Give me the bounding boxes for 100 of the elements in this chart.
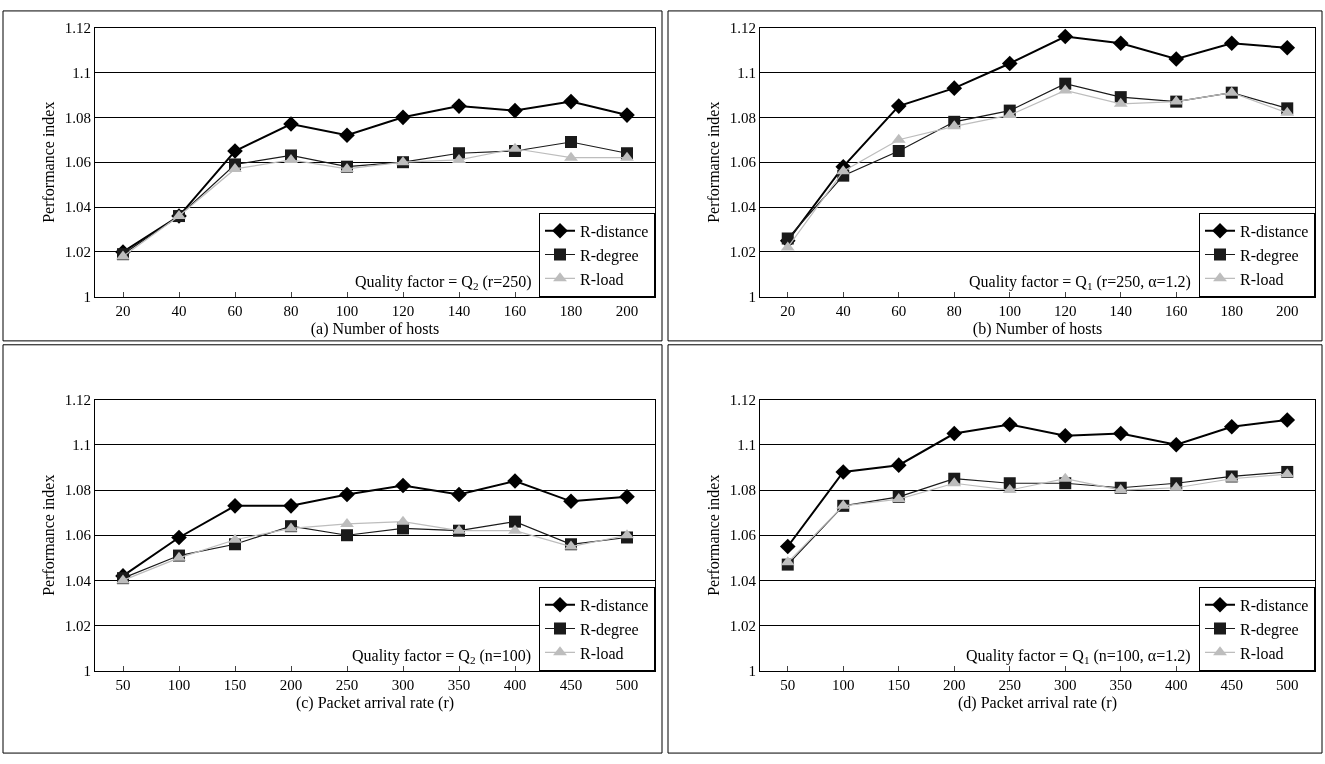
point	[892, 144, 905, 157]
x-axis-title: (b) Number of hosts	[972, 319, 1103, 338]
y-tick-label: 1.02	[729, 617, 756, 634]
annotation: Quality factor = Q$_{1}$ (n=100, α=1.2)	[966, 647, 1191, 667]
legend-label: R-load	[580, 644, 624, 662]
point	[395, 109, 411, 126]
y-tick-label: 1.04	[729, 572, 757, 589]
x-tick-label: 350	[447, 676, 471, 693]
point	[781, 232, 794, 245]
point	[227, 498, 243, 514]
point	[507, 102, 523, 119]
legend-label: R-load	[1240, 644, 1284, 662]
annotation: Quality factor = Q$_{1}$ (r=250, α=1.2)	[969, 273, 1191, 293]
x-tick-label: 150	[223, 676, 247, 693]
x-tick-label: 160	[503, 302, 527, 319]
x-tick-label: 100	[832, 676, 855, 693]
point	[946, 80, 963, 96]
y-tick-label: 1.12	[64, 391, 91, 408]
point	[835, 464, 852, 480]
y-tick-label: 1.04	[64, 199, 92, 216]
point	[451, 98, 467, 114]
point	[1279, 39, 1296, 56]
point	[1168, 51, 1185, 67]
y-tick-label: 1.08	[64, 109, 91, 126]
point	[452, 153, 466, 163]
x-tick-label: 160	[1165, 302, 1188, 319]
point	[619, 489, 635, 505]
point	[1168, 437, 1185, 453]
x-tick-label: 200	[615, 302, 639, 319]
point	[171, 529, 187, 546]
y-tick-label: 1.04	[729, 199, 757, 216]
point	[565, 136, 577, 149]
x-tick-label: 150	[887, 676, 910, 693]
x-tick-label: 500	[1276, 676, 1299, 693]
point	[779, 538, 796, 555]
legend-label: R-degree	[1240, 620, 1299, 639]
legend-label: R-distance	[580, 596, 649, 614]
legend-label: R-degree	[580, 246, 639, 265]
point	[284, 153, 298, 163]
x-tick-label: 50	[115, 676, 131, 693]
point	[340, 517, 354, 527]
x-tick-label: 60	[891, 302, 907, 319]
point	[890, 98, 907, 114]
y-tick-label: 1.1	[737, 64, 756, 81]
point	[1057, 28, 1074, 45]
point	[620, 529, 634, 539]
x-tick-label: 200	[279, 676, 303, 693]
point	[508, 524, 522, 534]
x-tick-label: 200	[1276, 302, 1299, 319]
legend-label: R-degree	[1240, 246, 1299, 265]
x-axis-title: (d) Packet arrival rate (r)	[957, 693, 1118, 712]
y-tick-label: 1	[83, 663, 91, 680]
y-tick-label: 1.1	[72, 437, 91, 454]
point	[507, 473, 523, 489]
y-tick-label: 1.06	[64, 527, 92, 544]
y-axis-title: Performance index	[39, 474, 57, 596]
point	[946, 425, 963, 442]
legend-label: R-load	[580, 270, 624, 288]
y-tick-label: 1.02	[64, 244, 91, 261]
point	[620, 151, 634, 161]
point	[1001, 55, 1018, 72]
y-tick-label: 1.04	[64, 572, 92, 589]
point	[283, 116, 299, 132]
x-tick-label: 400	[503, 676, 527, 693]
x-tick-label: 250	[335, 676, 359, 693]
x-tick-label: 20	[780, 302, 796, 319]
x-tick-label: 140	[447, 302, 471, 319]
point	[227, 143, 243, 159]
x-tick-label: 20	[115, 302, 131, 319]
annotation: Quality factor = Q$_{2}$ (r=250)	[355, 273, 532, 293]
y-tick-label: 1.12	[729, 19, 756, 36]
legend-label: R-distance	[1240, 596, 1309, 614]
y-tick-label: 1.12	[729, 391, 756, 408]
x-tick-label: 40	[835, 302, 851, 319]
y-tick-label: 1.02	[729, 244, 756, 261]
y-tick-label: 1.12	[64, 19, 91, 36]
y-tick-label: 1.1	[72, 64, 91, 81]
point	[564, 151, 578, 161]
point	[1112, 35, 1129, 52]
x-tick-label: 100	[335, 302, 359, 319]
point	[339, 486, 355, 503]
x-axis-title: (a) Number of hosts	[310, 319, 440, 338]
point	[395, 477, 411, 494]
y-tick-label: 1.06	[729, 154, 757, 171]
x-tick-label: 40	[171, 302, 187, 319]
x-tick-label: 450	[1220, 676, 1243, 693]
x-tick-label: 450	[559, 676, 583, 693]
x-tick-label: 300	[1054, 676, 1077, 693]
x-tick-label: 80	[283, 302, 299, 319]
point	[396, 515, 410, 525]
y-axis-title: Performance index	[704, 474, 722, 596]
legend-label: R-degree	[580, 620, 639, 639]
y-tick-label: 1.1	[737, 437, 756, 454]
point	[563, 93, 579, 110]
y-tick-label: 1.06	[64, 154, 92, 171]
y-tick-label: 1.08	[729, 482, 756, 499]
point	[1112, 425, 1129, 442]
x-tick-label: 80	[946, 302, 962, 319]
y-tick-label: 1	[748, 663, 756, 680]
x-tick-label: 50	[780, 676, 796, 693]
